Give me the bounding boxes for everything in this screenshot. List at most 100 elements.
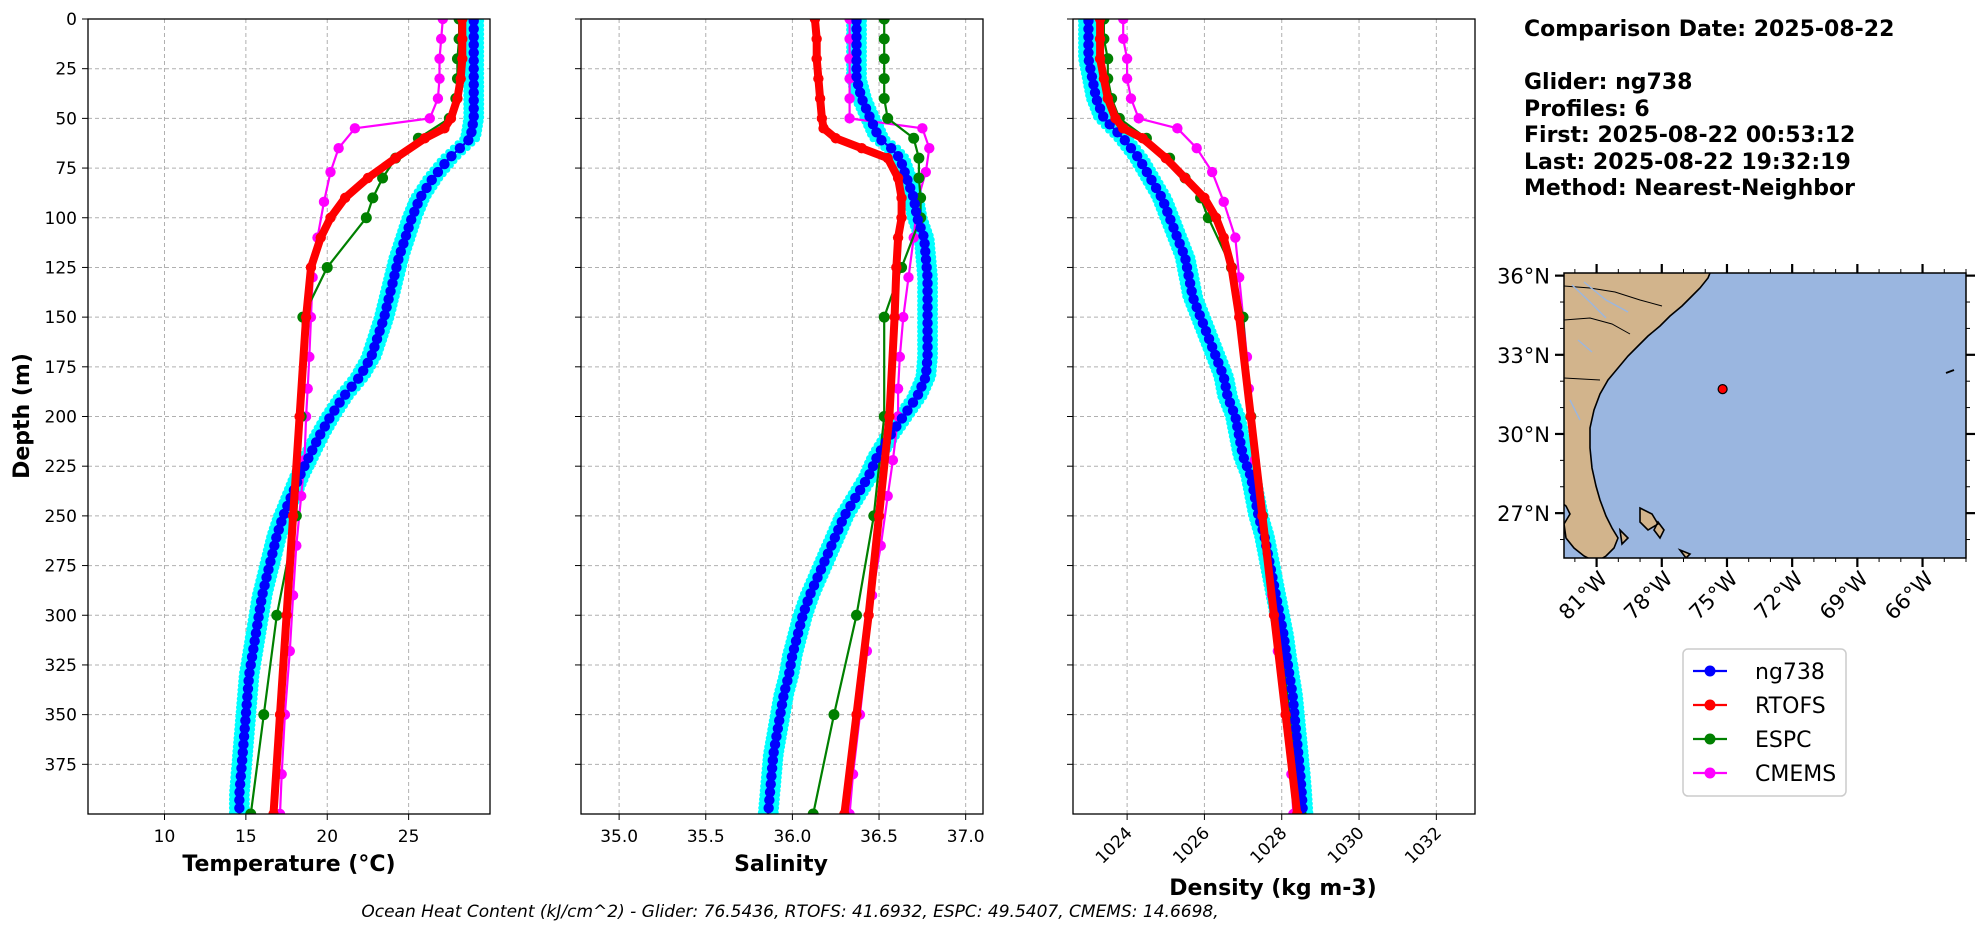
ng738-point (255, 596, 267, 607)
rtofs-point (1280, 709, 1291, 720)
ng738-point (1083, 47, 1094, 58)
plot-area (228, 19, 485, 814)
ng738-point (922, 294, 933, 305)
rtofs-point (390, 152, 401, 164)
cmems-point (1118, 19, 1129, 25)
glider-raw-point (243, 796, 250, 803)
glider-raw-point (455, 153, 462, 160)
ng738-point (1203, 333, 1215, 345)
ng738-point (1286, 683, 1297, 694)
x-tick-label: 1024 (1092, 823, 1137, 868)
legend-marker (1704, 665, 1716, 677)
ng738-point (885, 142, 897, 154)
map-river (1569, 281, 1629, 421)
ng738-point (919, 373, 931, 384)
rtofs-point (300, 311, 312, 323)
rtofs-point (882, 152, 893, 164)
rtofs-point (457, 53, 468, 64)
x-tick-label: 36.5 (860, 827, 898, 847)
map-lon-label: 81°W (1554, 566, 1612, 624)
glider-raw-point (477, 87, 485, 95)
espc-point (913, 172, 925, 184)
espc-point (878, 311, 890, 323)
ng738-point (871, 453, 882, 464)
ng738-point (362, 357, 373, 369)
ng738-point (352, 373, 364, 384)
x-tick-label: 35.0 (600, 827, 638, 847)
ng738-point (776, 699, 788, 710)
ng738-point (854, 484, 866, 496)
glider-raw-point (931, 319, 938, 326)
rtofs-point (287, 510, 299, 522)
ng738-point (1224, 397, 1236, 408)
espc-point (878, 33, 890, 45)
cmems-point (844, 113, 855, 124)
rtofs-point (856, 142, 867, 154)
ng738-point (766, 763, 778, 774)
ng738-point (780, 683, 791, 694)
ng738-point (851, 55, 862, 66)
ng738-point (775, 707, 786, 718)
plot-area (1078, 19, 1314, 814)
rtofs-point (811, 33, 822, 45)
rtofs-point (1218, 232, 1229, 243)
ng738-point (1183, 270, 1194, 281)
espc-point (913, 152, 925, 164)
ng738-point (421, 182, 432, 194)
ng738-point (860, 103, 872, 114)
ng738-point (1181, 262, 1193, 273)
ng738-point (920, 246, 931, 257)
map-lat-label: 36°N (1497, 265, 1550, 289)
espc-point (271, 609, 283, 621)
ng738-point (1094, 103, 1106, 114)
ng738-point (1295, 771, 1306, 782)
rtofs-point (891, 262, 902, 273)
ng738-point (764, 794, 775, 806)
cmems-point (1206, 166, 1218, 178)
ng738-point (468, 95, 479, 106)
espc-point (851, 609, 863, 621)
glider-raw-point (477, 83, 485, 90)
ng738-point (850, 492, 861, 504)
ng738-point (788, 643, 800, 655)
ng738-point (1083, 39, 1094, 51)
ng738-point (905, 182, 916, 194)
ng738-point (892, 150, 904, 162)
espc-point (258, 709, 270, 721)
profile-count: Profiles: 6 (1524, 97, 1650, 122)
y-tick-label: 275 (45, 557, 77, 577)
ng738-point (271, 532, 282, 543)
espc-point (321, 261, 333, 273)
map-state-border (1564, 285, 1663, 381)
map-lon-label: 66°W (1880, 566, 1938, 624)
cmems-point (434, 53, 445, 64)
ng738-point (1289, 707, 1300, 718)
rtofs-point (818, 123, 829, 134)
ng738-point (922, 341, 933, 353)
ng738-point (1162, 206, 1173, 217)
ng738-point (876, 135, 887, 146)
rtofs-point (863, 610, 874, 621)
glider-raw-point (931, 275, 938, 283)
ng738-point (851, 23, 862, 35)
ng738-point (799, 604, 811, 615)
ng738-point (915, 222, 926, 233)
y-tick-label: 200 (45, 408, 77, 428)
ng738-point (400, 230, 412, 241)
ng738-point (1168, 222, 1179, 233)
ng738-point (922, 309, 933, 321)
ng738-point (867, 460, 879, 472)
rtofs-point (830, 133, 841, 144)
ng738-point (242, 691, 253, 702)
ng738-point (767, 755, 779, 766)
glider-raw-point (477, 105, 485, 112)
cmems-point (844, 93, 855, 104)
ng738-point (784, 667, 795, 679)
ng738-point (234, 802, 245, 814)
glider-raw-point (477, 52, 485, 60)
ng738-point (381, 301, 392, 313)
ng738-point (1141, 166, 1153, 178)
ng738-point (466, 127, 477, 138)
rtofs-point (1226, 262, 1237, 273)
glider-raw-point (473, 135, 481, 143)
